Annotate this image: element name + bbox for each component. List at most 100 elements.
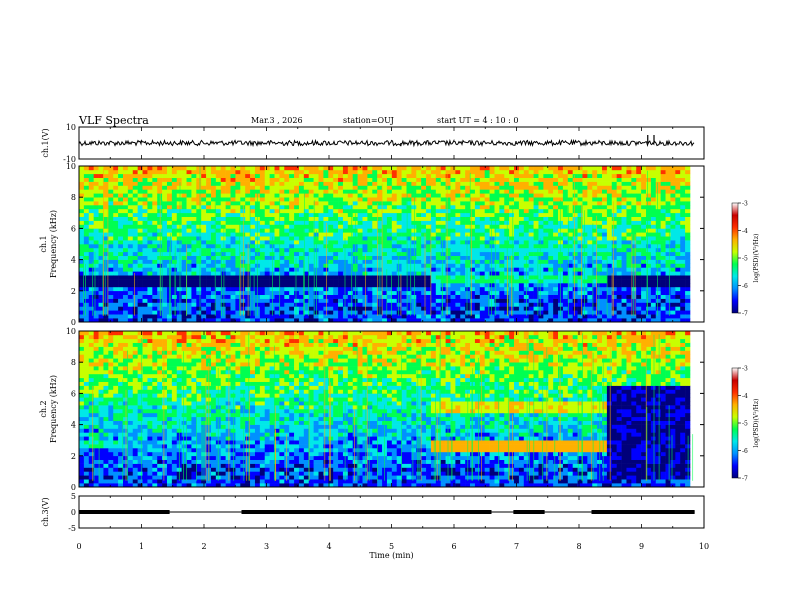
spectrogram-cell xyxy=(206,271,212,276)
spectrogram-cell xyxy=(421,314,427,319)
spectrogram-cell xyxy=(83,306,90,311)
spectrogram-cell xyxy=(259,177,266,182)
spectrogram-cell xyxy=(230,173,236,178)
spectrogram-cell xyxy=(660,275,666,280)
spectrogram-cell xyxy=(132,306,138,311)
spectrogram-cell xyxy=(401,205,407,210)
spectrogram-cell xyxy=(220,306,226,311)
spectrogram-cell xyxy=(611,236,617,241)
spectrogram-cell xyxy=(318,314,324,319)
spectrogram-cell xyxy=(484,314,490,319)
spectrogram-cell xyxy=(284,286,290,292)
spectrogram-cell xyxy=(93,189,99,194)
spectrogram-cell xyxy=(225,244,231,249)
spectrogram-cell xyxy=(294,193,300,198)
spectrogram-cell xyxy=(303,275,310,280)
spectrogram-cell xyxy=(538,240,544,245)
spectrogram-cell xyxy=(455,298,461,303)
spectrogram-cell xyxy=(494,271,500,276)
spectrogram-cell xyxy=(631,267,637,272)
spectrogram-cell xyxy=(494,255,500,260)
spectrogram-cell xyxy=(372,181,378,186)
spectrogram-cell xyxy=(118,208,124,214)
spectrogram-cell xyxy=(470,224,476,229)
spectrogram-cell xyxy=(79,267,85,272)
spectrogram-cell xyxy=(264,267,270,272)
spectrogram-cell xyxy=(562,310,569,315)
spectrogram-cell xyxy=(518,298,525,303)
spectrogram-cell xyxy=(406,251,412,256)
spectrogram-cell xyxy=(372,310,378,315)
spectrogram-cell xyxy=(176,220,182,225)
spectrogram-cell xyxy=(215,263,222,268)
spectrogram-cell xyxy=(157,232,163,237)
spectrogram-cell xyxy=(122,224,129,229)
spectrogram-cell xyxy=(152,193,158,198)
spectrogram-cell xyxy=(264,279,270,284)
spectrogram-cell xyxy=(118,267,124,272)
spectrogram-cell xyxy=(118,173,124,178)
spectrogram-cell xyxy=(367,228,373,233)
spectrogram-cell xyxy=(127,259,134,264)
spectrogram-cell xyxy=(113,247,119,253)
spectrogram-cell xyxy=(122,169,129,175)
spectrogram-cell xyxy=(176,286,182,292)
spectrogram-cell xyxy=(88,185,94,190)
spectrogram-cell xyxy=(357,240,363,245)
spectrogram-cell xyxy=(347,232,354,237)
spectrogram-cell xyxy=(577,290,583,295)
spectrogram-cell xyxy=(137,216,143,221)
spectrogram-cell xyxy=(391,318,398,323)
spectrogram-cell xyxy=(357,294,363,299)
spectrogram-cell xyxy=(122,290,129,295)
spectrogram-cell xyxy=(626,169,632,175)
spectrogram-cell xyxy=(426,212,432,217)
spectrogram-cell xyxy=(352,247,358,253)
spectrogram-cell xyxy=(122,306,129,311)
spectrogram-cell xyxy=(298,279,305,284)
spectrogram-cell xyxy=(294,275,300,280)
spectrogram-cell xyxy=(259,197,266,202)
spectrogram-cell xyxy=(235,189,241,194)
spectrogram-cell xyxy=(294,318,300,323)
spectrogram-cell xyxy=(655,212,661,217)
spectrogram-cell xyxy=(284,228,290,233)
spectrogram-cell xyxy=(308,197,314,202)
spectrogram-cell xyxy=(685,298,691,303)
spectrogram-cell xyxy=(79,173,85,178)
spectrogram-cell xyxy=(240,310,246,315)
spectrogram-cell xyxy=(215,298,222,303)
spectrogram-cell xyxy=(592,212,598,217)
spectrogram-cell xyxy=(406,298,412,303)
spectrogram-cell xyxy=(430,197,437,202)
spectrogram-cell xyxy=(631,271,637,276)
spectrogram-cell xyxy=(386,267,393,272)
spectrogram-cell xyxy=(641,314,647,319)
spectrogram-cell xyxy=(225,279,231,284)
spectrogram-cell xyxy=(323,220,329,225)
spectrogram-cell xyxy=(636,216,642,221)
spectrogram-cell xyxy=(606,290,613,295)
spectrogram-cell xyxy=(548,290,554,295)
spectrogram-cell xyxy=(553,205,559,210)
spectrogram-cell xyxy=(455,232,461,237)
spectrogram-cell xyxy=(338,302,344,307)
spectrogram-cell xyxy=(367,244,373,249)
spectrogram-cell xyxy=(269,220,275,225)
spectrogram-cell xyxy=(127,302,134,307)
spectrogram-cell xyxy=(416,236,422,241)
spectrogram-cell xyxy=(602,290,608,295)
spectrogram-cell xyxy=(494,244,500,249)
spectrogram-cell xyxy=(450,228,456,233)
spectrogram-cell xyxy=(191,205,197,210)
spectrogram-cell xyxy=(206,216,212,221)
spectrogram-cell xyxy=(240,279,246,284)
spectrogram-cell xyxy=(474,283,481,288)
spectrogram-cell xyxy=(416,224,422,229)
spectrogram-cell xyxy=(401,228,407,233)
spectrogram-cell xyxy=(88,197,94,202)
spectrogram-cell xyxy=(548,283,554,288)
spectrogram-cell xyxy=(132,201,138,206)
spectrogram-cell xyxy=(210,314,217,319)
spectrogram-cell xyxy=(465,224,471,229)
